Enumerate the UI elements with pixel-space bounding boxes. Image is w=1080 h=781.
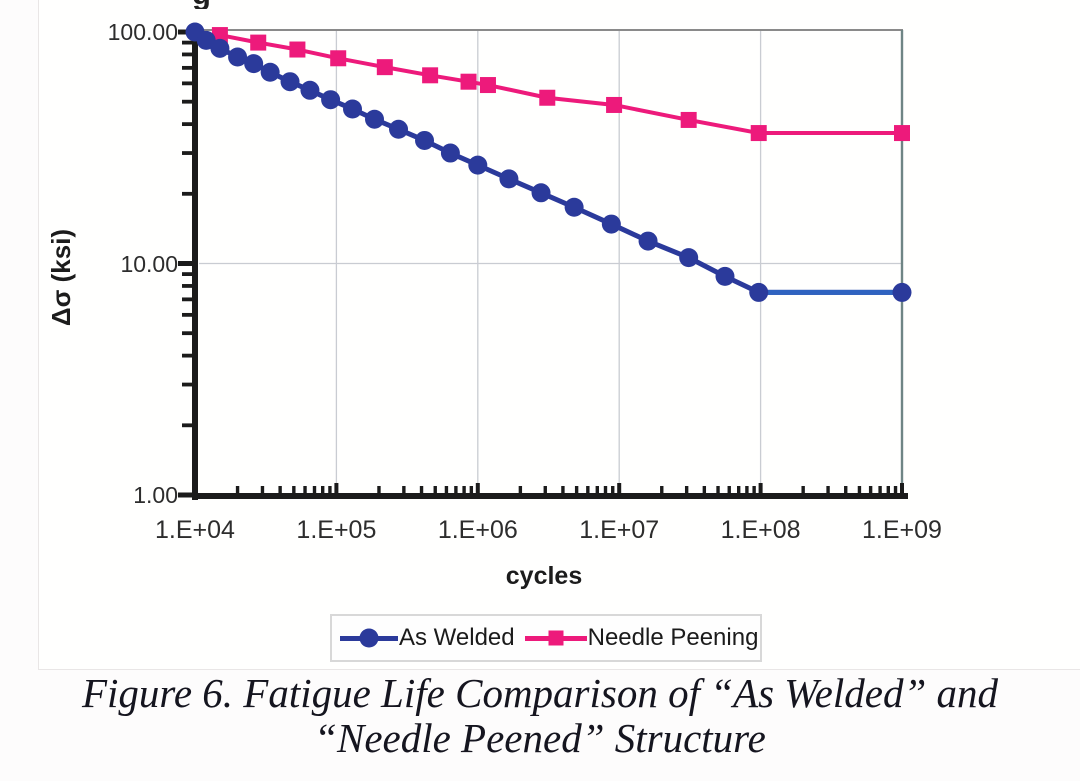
y-tick-label: 1.00 [133, 482, 178, 508]
chart-panel [38, 0, 1080, 670]
x-tick-label: 1.E+08 [720, 516, 801, 544]
figure-caption-line1: Figure 6. Fatigue Life Comparison of “As… [81, 670, 999, 716]
circle-marker-icon [359, 628, 379, 648]
x-tick-label: 1.E+06 [437, 516, 518, 544]
legend-label-as-welded: As Welded [399, 624, 515, 651]
cropped-title-fragment: g [192, 0, 222, 9]
x-tick-label: 1.E+04 [155, 516, 235, 544]
square-marker-icon [548, 630, 564, 646]
y-axis-title: Δσ (ksi) [46, 228, 77, 326]
x-axis-title: cycles [505, 562, 583, 590]
y-tick-label: 100.00 [107, 19, 178, 45]
x-tick-label: 1.E+05 [296, 516, 377, 544]
legend: As Welded Needle Peening [330, 614, 762, 662]
y-tick-label: 10.00 [120, 250, 178, 277]
needle-peening-line-marker-icon [524, 630, 587, 646]
as-welded-line-marker-icon [340, 628, 398, 648]
figure-caption: Figure 6. Fatigue Life Comparison of “As… [0, 670, 1080, 762]
figure-caption-line2: “Needle Peened” Structure [314, 715, 766, 762]
x-tick-label: 1.E+07 [579, 516, 660, 544]
x-tick-label: 1.E+09 [862, 516, 942, 544]
legend-label-needle-peening: Needle Peening [587, 624, 759, 651]
